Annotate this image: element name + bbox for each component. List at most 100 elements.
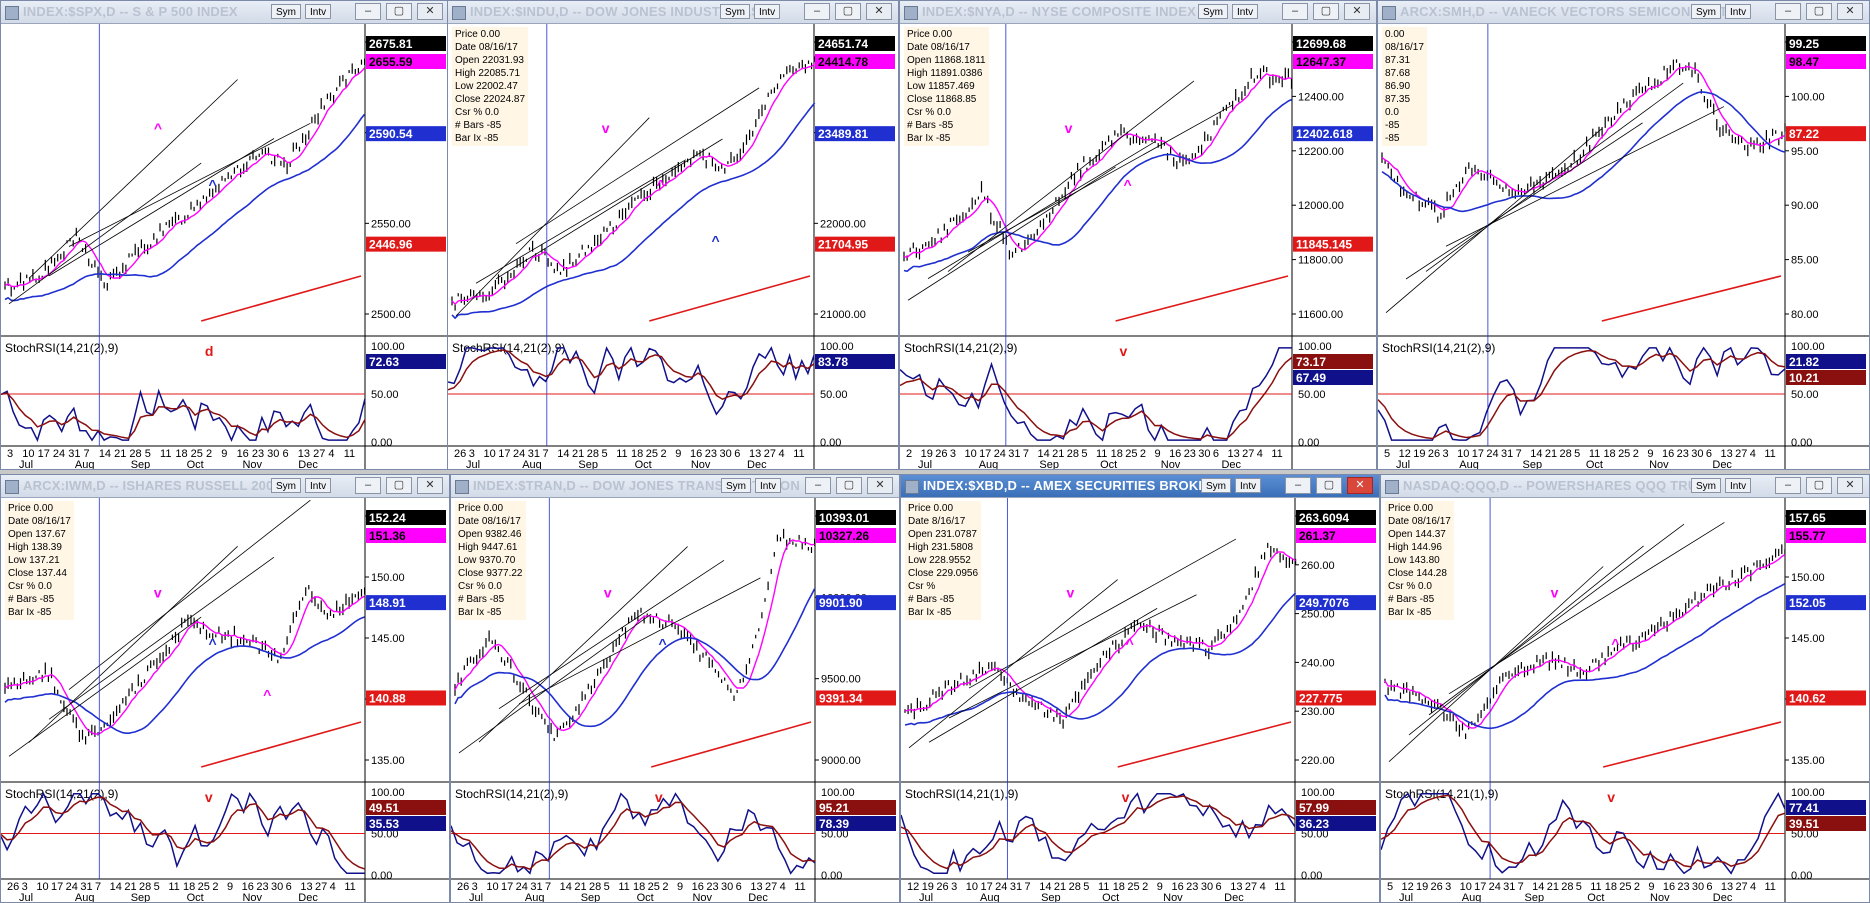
intv-button[interactable]: Intv [1235,478,1262,493]
window-titlebar[interactable]: ARCX:IWM,D -- ISHARES RUSSELL 2000 Sym Int… [1,475,449,498]
minimize-button[interactable]: – [355,477,381,494]
month-label: Oct [187,459,204,470]
close-button[interactable]: ✕ [1837,477,1863,494]
data-window-row: Date 08/16/17 [458,516,521,527]
sym-button[interactable]: Sym [720,4,750,19]
window-menu-icon[interactable] [905,480,919,494]
intv-button[interactable]: Intv [754,4,781,19]
minimize-button[interactable]: – [355,3,381,20]
chart-window[interactable]: INDEX:$NYA,D -- NYSE COMPOSITE INDEX Sym I… [899,0,1377,470]
window-title: ARCX:IWM,D -- ISHARES RUSSELL 2000 [23,478,281,493]
close-button[interactable]: ✕ [1347,477,1373,494]
chart-window[interactable]: ARCX:SMH,D -- VANECK VECTORS SEMICONDUCT… [1377,0,1870,470]
price-label: 151.36 [369,529,406,543]
window-menu-icon[interactable] [1382,6,1396,20]
sym-button[interactable]: Sym [1691,478,1721,493]
data-window-row: 0.0 [1385,107,1399,118]
maximize-button[interactable]: ▢ [1316,477,1342,494]
chart-window[interactable]: INDEX:$TRAN,D -- DOW JONES TRANSPORTATIO… [450,474,900,903]
chart-area[interactable]: 10500.0010000.009500.009000.00v^10393.01… [451,498,899,903]
price-label: 23489.81 [818,127,868,141]
sym-button[interactable]: Sym [1691,4,1721,19]
window-titlebar[interactable]: INDEX:$XBD,D -- AMEX SECURITIES BROKER Sy… [901,475,1379,498]
close-button[interactable]: ✕ [867,477,893,494]
chart-window[interactable]: ARCX:IWM,D -- ISHARES RUSSELL 2000 Sym Int… [0,474,450,903]
minimize-button[interactable]: – [805,477,831,494]
x-tick-label: 30 [271,881,283,893]
x-tick-label: 16 [237,448,249,460]
y-tick-label: 12400.00 [1298,91,1344,103]
x-tick-label: 25 [191,448,203,460]
maximize-button[interactable]: ▢ [386,477,412,494]
osc-signal-marker: v [1607,789,1615,805]
chart-area[interactable]: 105.00100.0095.0090.0085.0080.0099.2598.… [1378,24,1869,470]
window-titlebar[interactable]: INDEX:$NYA,D -- NYSE COMPOSITE INDEX Sym I… [900,1,1376,24]
window-titlebar[interactable]: INDEX:$SPX,D -- S & P 500 INDEX Sym Intv – ▢… [1,1,449,24]
x-tick-label: 24 [1489,881,1501,893]
close-button[interactable]: ✕ [417,477,443,494]
ma-mid-line [454,588,816,728]
sym-button[interactable]: Sym [721,478,751,493]
maximize-button[interactable]: ▢ [1806,477,1832,494]
maximize-button[interactable]: ▢ [835,3,861,20]
minimize-button[interactable]: – [1282,3,1308,20]
maximize-button[interactable]: ▢ [836,477,862,494]
osc-tick-label: 0.00 [1301,870,1322,882]
chart-area[interactable]: 155.00150.00145.00140.00135.00v^157.6515… [1381,498,1869,903]
chart-window[interactable]: INDEX:$SPX,D -- S & P 500 INDEX Sym Intv – ▢… [0,0,450,470]
close-button[interactable]: ✕ [417,3,443,20]
intv-button[interactable]: Intv [305,478,332,493]
window-titlebar[interactable]: INDEX:$INDU,D -- DOW JONES INDUSTRIALS Sy… [448,1,898,24]
data-window-row: Close 22024.87 [455,94,526,105]
chart-window[interactable]: INDEX:$XBD,D -- AMEX SECURITIES BROKER Sy… [900,474,1380,903]
window-menu-icon[interactable] [1385,480,1399,494]
price-label: 9901.90 [819,596,863,610]
window-menu-icon[interactable] [455,480,469,494]
osc-signal-marker: d [205,343,214,359]
trend-line [518,577,761,705]
intv-button[interactable]: Intv [1232,4,1259,19]
window-titlebar[interactable]: NASDAQ:QQQ,D -- POWERSHARES QQQ TRUST Sym… [1381,475,1869,498]
maximize-button[interactable]: ▢ [386,3,412,20]
sym-button[interactable]: Sym [1198,4,1228,19]
x-tick-label: 5 [145,448,151,460]
minimize-button[interactable]: – [1775,477,1801,494]
intv-button[interactable]: Intv [1725,4,1752,19]
chart-area[interactable]: 270.00260.00250.00240.00230.00220.00v^26… [901,498,1379,903]
osc-tick-label: 0.00 [371,437,392,449]
intv-button[interactable]: Intv [1725,478,1752,493]
window-menu-icon[interactable] [452,6,466,20]
chart-area[interactable]: 155.00150.00145.00140.00135.00v^^152.241… [1,498,449,903]
window-titlebar[interactable]: ARCX:SMH,D -- VANECK VECTORS SEMICONDUCT… [1378,1,1869,24]
osc-value-label: 83.78 [818,355,848,369]
x-tick-label: 2 [906,448,912,460]
minimize-button[interactable]: – [804,3,830,20]
minimize-button[interactable]: – [1285,477,1311,494]
close-button[interactable]: ✕ [1344,3,1370,20]
close-button[interactable]: ✕ [1837,3,1863,20]
sym-button[interactable]: Sym [271,478,301,493]
minimize-button[interactable]: – [1775,3,1801,20]
window-menu-icon[interactable] [5,6,19,20]
x-tick-label: 2 [1634,881,1640,893]
stoch-line [901,792,1296,875]
chart-window[interactable]: NASDAQ:QQQ,D -- POWERSHARES QQQ TRUST Sym… [1380,474,1870,903]
chart-window[interactable]: INDEX:$INDU,D -- DOW JONES INDUSTRIALS Sy… [447,0,899,470]
x-tick-label: 13 [1228,448,1240,460]
x-tick-label: 17 [1472,448,1484,460]
month-label: Aug [75,459,95,470]
window-titlebar[interactable]: INDEX:$TRAN,D -- DOW JONES TRANSPORTATIO… [451,475,899,498]
intv-button[interactable]: Intv [755,478,782,493]
stoch-signal-line [901,795,1296,870]
chart-area[interactable]: 24000.0023000.0022000.0021000.00v^^24651… [448,24,898,470]
sym-button[interactable]: Sym [271,4,301,19]
intv-button[interactable]: Intv [305,4,332,19]
window-menu-icon[interactable] [5,480,19,494]
sym-button[interactable]: Sym [1201,478,1231,493]
maximize-button[interactable]: ▢ [1806,3,1832,20]
chart-area[interactable]: 2650.002600.002550.002500.00^^2675.81265… [1,24,449,470]
window-menu-icon[interactable] [904,6,918,20]
close-button[interactable]: ✕ [866,3,892,20]
month-label: Sep [1039,459,1059,470]
maximize-button[interactable]: ▢ [1313,3,1339,20]
